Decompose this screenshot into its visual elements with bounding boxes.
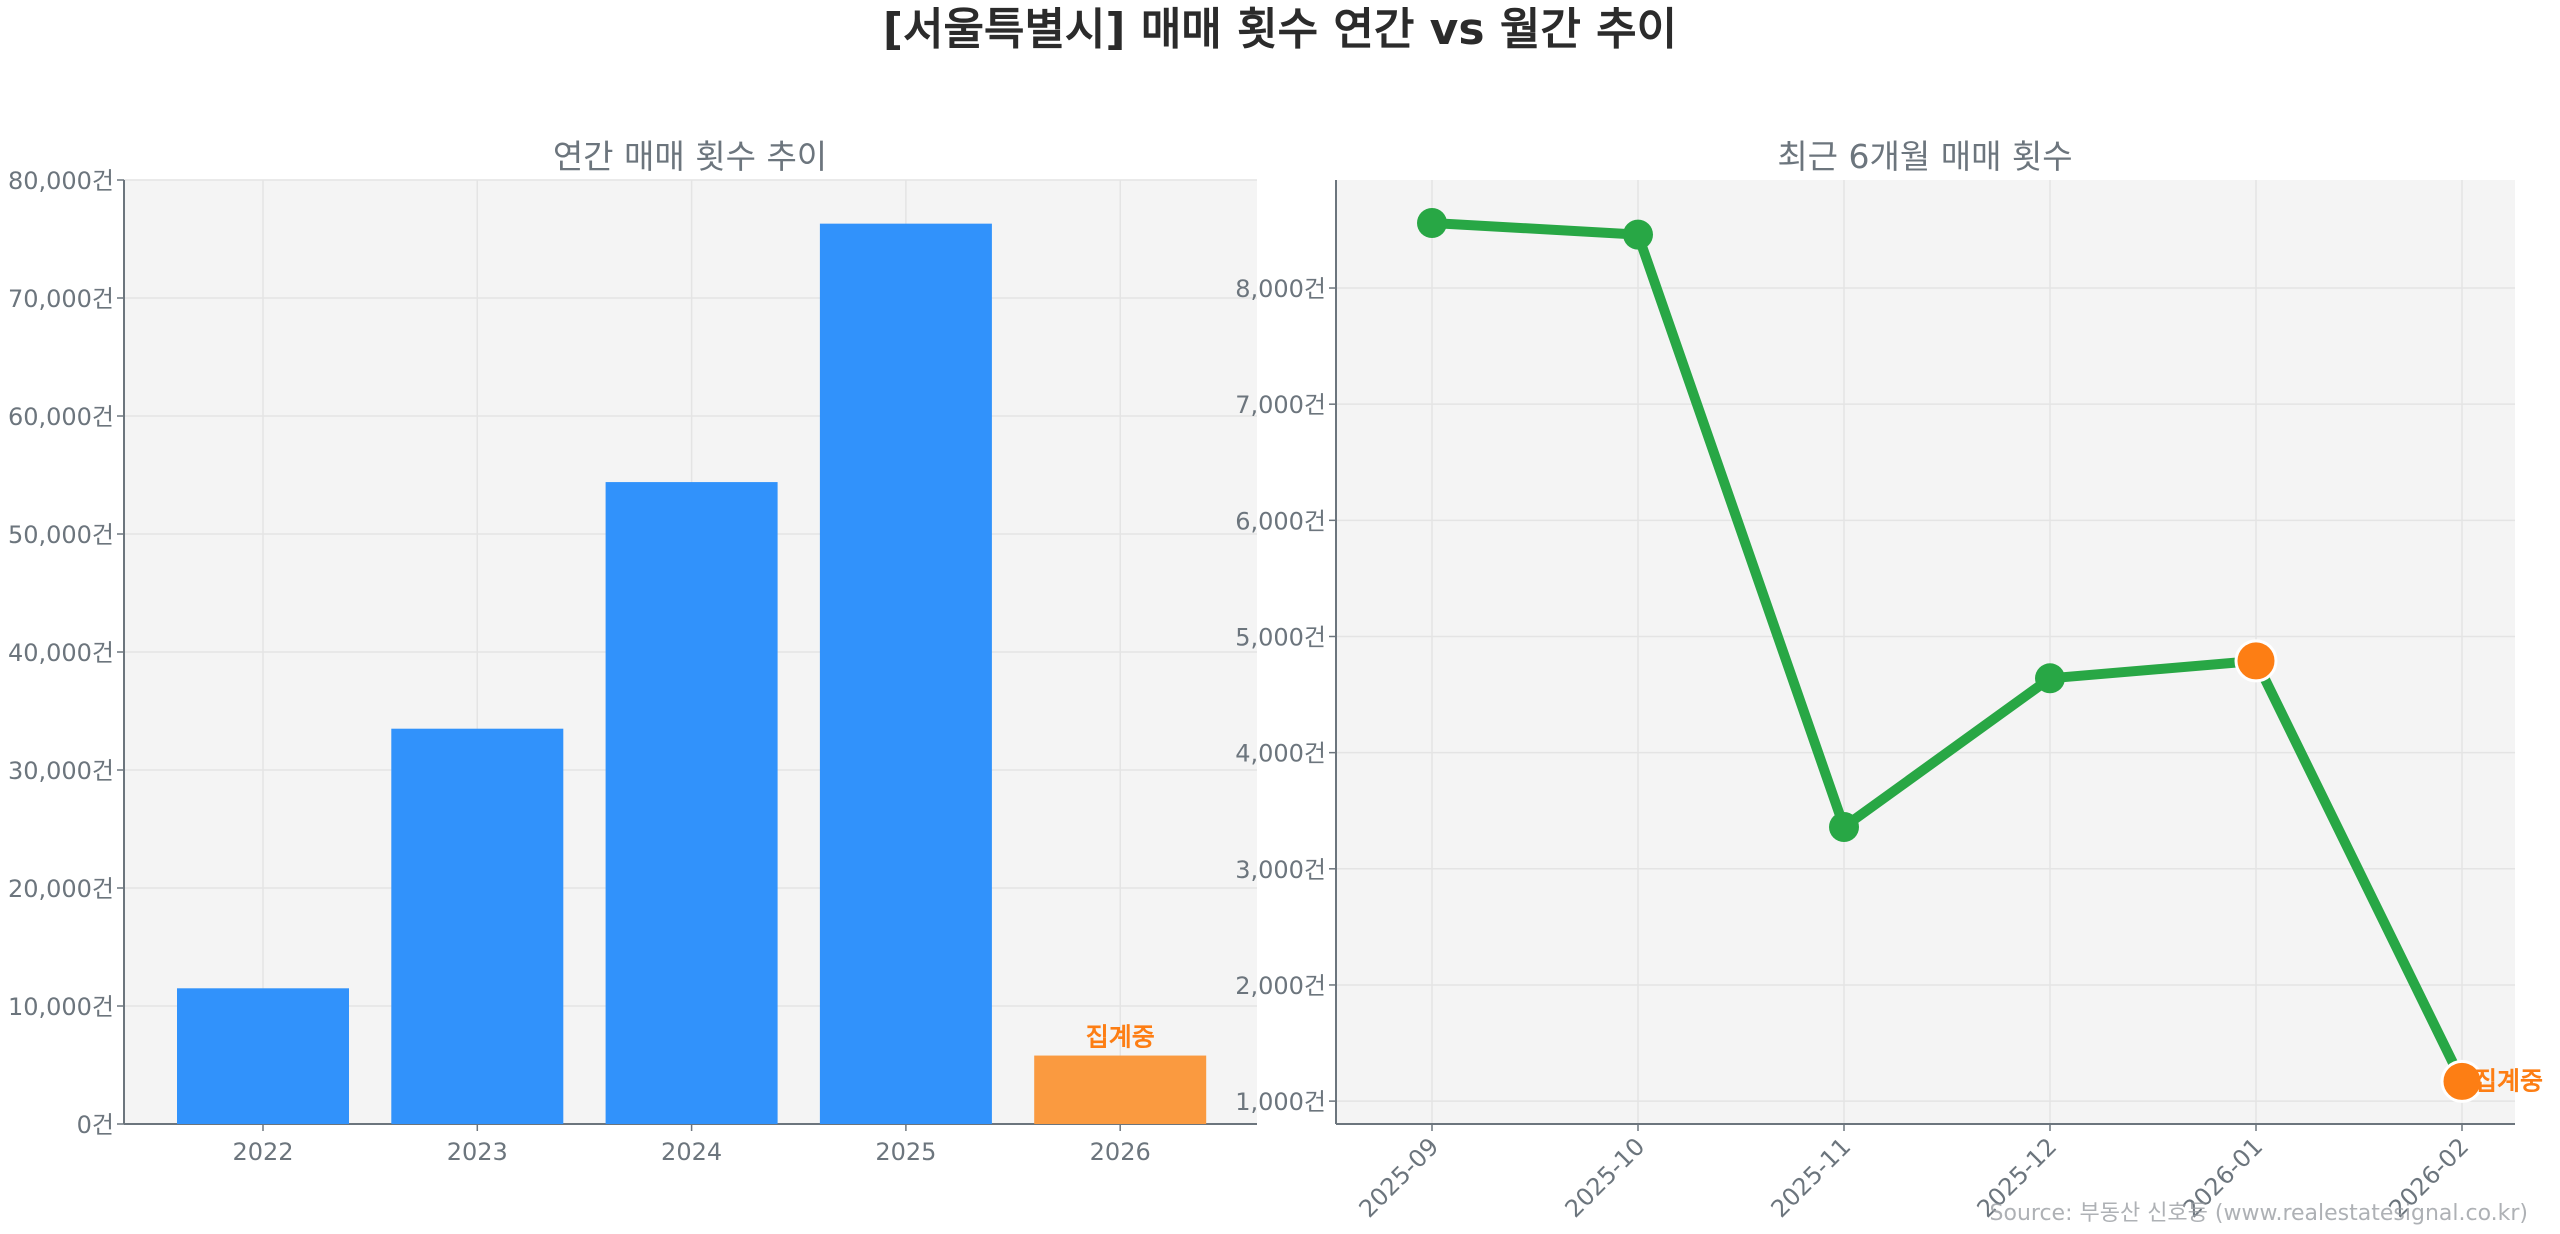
figure-title: [서울특별시] 매매 횟수 연간 vs 월간 추이 bbox=[883, 4, 1677, 55]
y-tick-label: 70,000건 bbox=[8, 285, 114, 313]
plot-area bbox=[1336, 180, 2515, 1124]
y-tick-label: 1,000건 bbox=[1235, 1088, 1326, 1116]
y-tick-label: 0건 bbox=[77, 1111, 114, 1139]
y-tick-label: 20,000건 bbox=[8, 875, 114, 903]
x-tick-label: 2025 bbox=[875, 1138, 936, 1166]
y-tick-label: 3,000건 bbox=[1235, 856, 1326, 884]
bar-2024 bbox=[605, 482, 778, 1125]
bar-2026 bbox=[1034, 1055, 1207, 1124]
point-2025-09 bbox=[1417, 207, 1447, 238]
partial-annotation: 집계중 bbox=[2474, 1066, 2543, 1095]
y-tick-label: 6,000건 bbox=[1235, 507, 1326, 535]
partial-annotation: 집계중 bbox=[1086, 1023, 1155, 1052]
bar-2022 bbox=[177, 988, 349, 1124]
series-line bbox=[1431, 217, 2467, 1084]
y-tick-label: 30,000건 bbox=[8, 757, 114, 785]
y-tick-label: 60,000건 bbox=[8, 403, 114, 431]
x-tick-label: 2025-09 bbox=[1354, 1132, 1445, 1223]
y-tick-label: 10,000건 bbox=[8, 993, 114, 1021]
point-2026-02 bbox=[2440, 1059, 2484, 1103]
point-2025-11 bbox=[1829, 811, 1859, 842]
source-note: Source: 부동산 신호등 (www.realestatesignal.co… bbox=[1990, 1201, 2528, 1226]
annual-chart: 연간 매매 횟수 추이 0건 10,000건 20,000건 30,000건 40,00… bbox=[8, 137, 1257, 1166]
y-tick-label: 2,000건 bbox=[1235, 972, 1326, 1000]
y-tick-label: 40,000건 bbox=[8, 639, 114, 667]
monthly-chart-title: 최근 6개월 매매 횟수 bbox=[1777, 137, 2072, 176]
y-tick-label: 80,000건 bbox=[8, 167, 114, 195]
x-tick-label: 2025-11 bbox=[1766, 1132, 1857, 1223]
point-2025-10 bbox=[1623, 219, 1653, 250]
point-2026-01 bbox=[2234, 639, 2278, 683]
monthly-chart: 최근 6개월 매매 횟수 1,000건 2,000건 3,000건 4,000건 5,0… bbox=[1235, 137, 2543, 1223]
x-tick-label: 2023 bbox=[447, 1138, 508, 1166]
x-tick-label: 2025-10 bbox=[1560, 1132, 1651, 1223]
y-tick-label: 8,000건 bbox=[1235, 275, 1326, 303]
bar-2023 bbox=[391, 728, 564, 1124]
y-tick-label: 7,000건 bbox=[1235, 391, 1326, 419]
x-tick-label: 2026 bbox=[1090, 1138, 1151, 1166]
y-tick-label: 50,000건 bbox=[8, 521, 114, 549]
bar-2025 bbox=[819, 223, 992, 1124]
y-tick-label: 5,000건 bbox=[1235, 623, 1326, 651]
x-tick-label: 2024 bbox=[661, 1138, 722, 1166]
annual-chart-title: 연간 매매 횟수 추이 bbox=[553, 137, 827, 176]
x-tick-label: 2022 bbox=[232, 1138, 293, 1166]
point-2025-12 bbox=[2035, 663, 2065, 694]
y-tick-label: 4,000건 bbox=[1235, 740, 1326, 768]
